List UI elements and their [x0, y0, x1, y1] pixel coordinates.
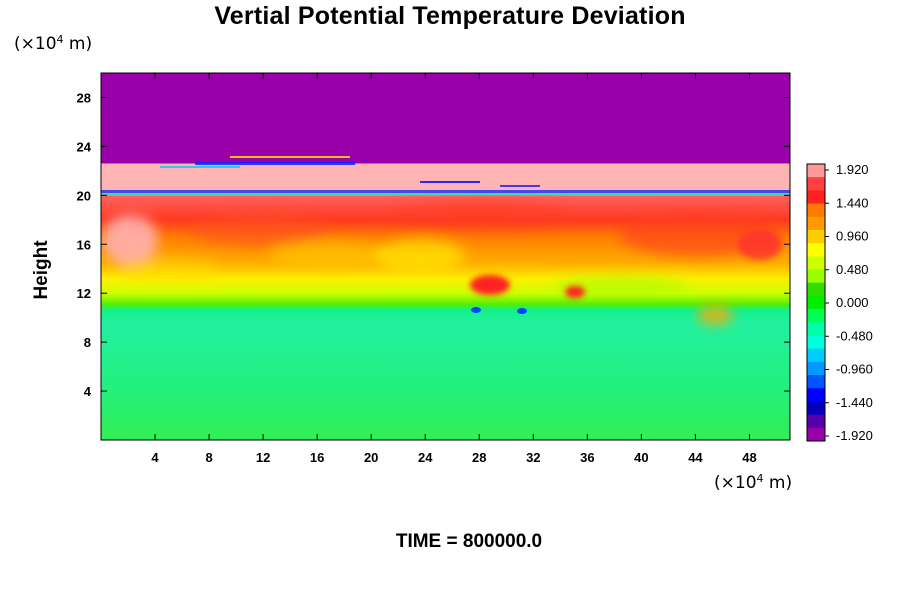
- y-unit-label: (×104 m): [14, 33, 93, 54]
- x-tick-label: 40: [634, 450, 648, 465]
- chart-title: Vertial Potential Temperature Deviation: [214, 2, 686, 30]
- x-tick-label: 36: [580, 450, 594, 465]
- colorbar-tick-label: 0.960: [836, 229, 869, 244]
- x-tick-label: 48: [742, 450, 756, 465]
- colorbar-swatch: [807, 427, 825, 442]
- colorbar-tick-label: 1.920: [836, 162, 869, 177]
- x-tick-label: 12: [256, 450, 270, 465]
- field-hotspots: [470, 230, 782, 298]
- colorbar-swatch: [807, 256, 825, 271]
- colorbar-swatch: [807, 190, 825, 205]
- colorbar-swatch: [807, 388, 825, 402]
- colorbar-swatch: [807, 282, 825, 297]
- x-tick-label: 16: [310, 450, 324, 465]
- colorbar-swatch: [807, 335, 825, 350]
- x-tick-label: 44: [688, 450, 703, 465]
- colorbar-swatch: [807, 401, 825, 416]
- colorbar-swatch: [807, 229, 825, 244]
- y-tick-label: 20: [77, 188, 91, 203]
- field-streaks: [101, 156, 790, 314]
- colorbar-swatch: [807, 309, 825, 323]
- colorbar-swatch: [807, 348, 825, 363]
- colorbar-tick-label: 0.480: [836, 262, 869, 277]
- x-tick-label: 24: [418, 450, 433, 465]
- colorbar-swatch: [807, 414, 825, 429]
- colorbar-tick-label: 0.000: [836, 295, 869, 310]
- y-tick-label: 16: [77, 237, 91, 252]
- y-axis-ticks: 4 8 12 16 20 24 28: [77, 90, 790, 399]
- y-tick-label: 4: [84, 384, 92, 399]
- field-features: [102, 201, 780, 325]
- colorbar-swatch: [807, 295, 825, 310]
- x-tick-label: 20: [364, 450, 378, 465]
- colorbar-swatch: [807, 177, 825, 191]
- colorbar-swatch: [807, 164, 825, 178]
- x-unit-label: (×104 m): [714, 472, 793, 493]
- x-tick-label: 32: [526, 450, 540, 465]
- colorbar-tick-label: -0.480: [836, 328, 873, 343]
- y-tick-label: 24: [77, 139, 92, 154]
- x-tick-label: 4: [151, 450, 159, 465]
- colorbar-tick-label: -0.960: [836, 362, 873, 377]
- time-label: TIME = 800000.0: [395, 531, 543, 552]
- colorbar-tick-label: -1.920: [836, 428, 873, 443]
- x-tick-label: 8: [205, 450, 212, 465]
- y-tick-label: 8: [84, 335, 91, 350]
- plot-area: [101, 73, 790, 440]
- colorbar-swatch: [807, 216, 825, 231]
- plot-frame: [100, 72, 791, 441]
- colorbar-swatch: [807, 322, 825, 336]
- x-tick-label: 28: [472, 450, 486, 465]
- colorbar-swatch: [807, 375, 825, 389]
- colorbar-swatch: [807, 203, 825, 218]
- y-tick-label: 12: [77, 286, 91, 301]
- colorbar: 1.920 1.440 0.960 0.480 0.000 -0.480 -0.960 -1.…: [806, 162, 873, 443]
- x-axis-ticks: 4 8 12 16 20 24 28 32 36 40 44 48: [151, 73, 757, 465]
- colorbar-swatch: [807, 269, 825, 284]
- colorbar-tick-label: 1.440: [836, 195, 869, 210]
- y-tick-label: 28: [77, 90, 91, 105]
- colorbar-swatch: [807, 361, 825, 376]
- colorbar-swatch: [807, 243, 825, 257]
- colorbar-tick-label: -1.440: [836, 395, 873, 410]
